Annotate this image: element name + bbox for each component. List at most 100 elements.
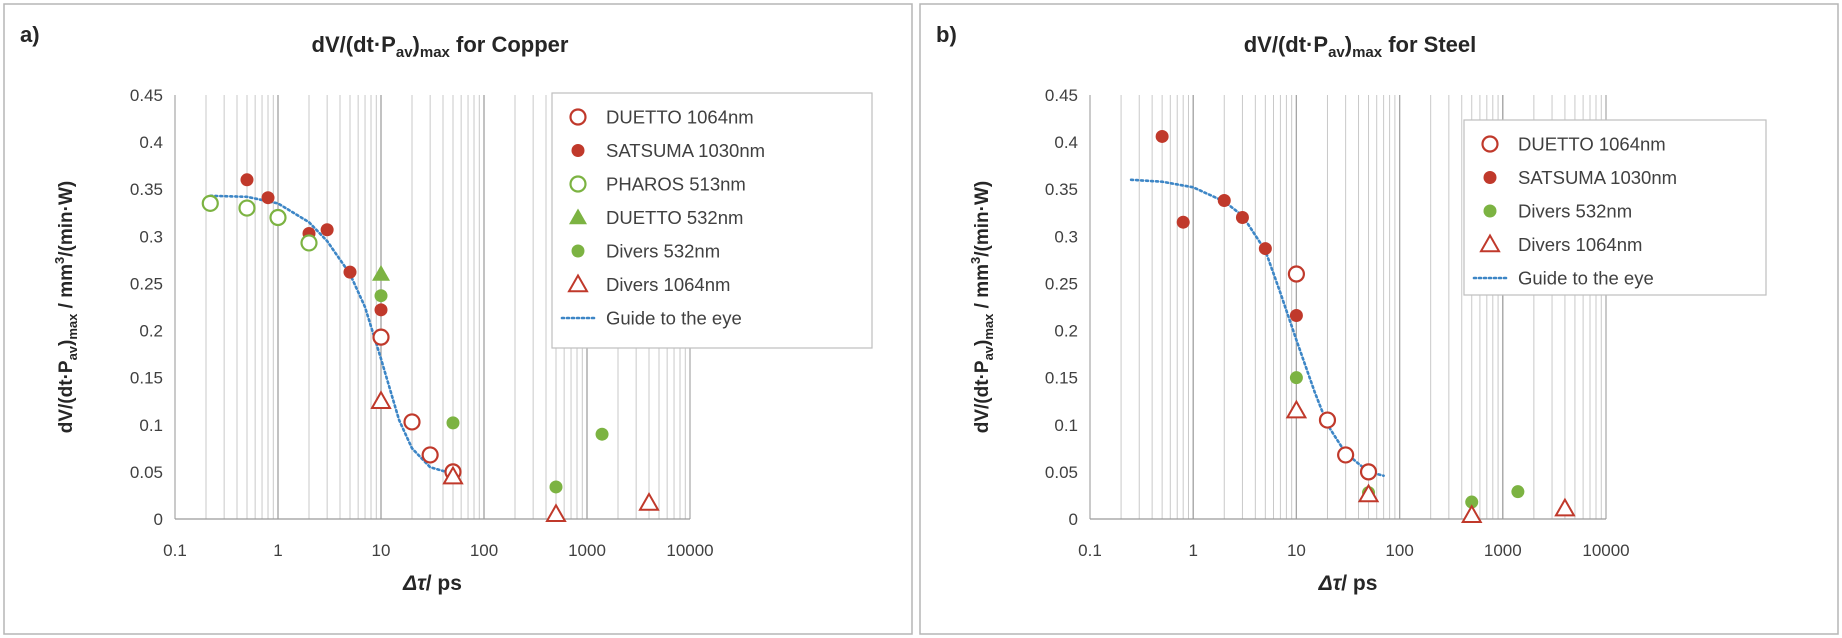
panel-label: a) bbox=[20, 22, 40, 47]
y-tick-label: 0.45 bbox=[1045, 86, 1078, 105]
title-sub: max bbox=[1352, 44, 1383, 61]
grid bbox=[1089, 95, 1607, 519]
legend-marker bbox=[1483, 171, 1497, 184]
legend-label: Divers 1064nm bbox=[1518, 234, 1642, 255]
data-point bbox=[372, 265, 390, 281]
title-part: for Copper bbox=[450, 32, 569, 57]
y-tick-label: 0 bbox=[1069, 510, 1078, 529]
data-point bbox=[1511, 485, 1525, 499]
data-point bbox=[446, 416, 460, 430]
x-tick-label: 0.1 bbox=[1078, 541, 1102, 560]
x-tick-label: 100 bbox=[1385, 541, 1413, 560]
x-tick-label: 1000 bbox=[1484, 541, 1522, 560]
chart-panel-b: 0 0.05 0.1 0.15 0.2 0.25 0.3 0.35 0.4 0.45 0.1 1 10 1… bbox=[919, 3, 1839, 635]
data-point bbox=[1337, 446, 1355, 464]
x-tick-label: 100 bbox=[470, 541, 498, 560]
title-part: ) bbox=[1345, 32, 1352, 57]
ylabel-part: /(min·W) bbox=[56, 181, 77, 257]
legend-marker bbox=[571, 244, 585, 258]
data-point bbox=[1461, 504, 1483, 523]
ylabel-sup: 3 bbox=[52, 257, 67, 264]
legend-marker bbox=[567, 273, 589, 293]
x-tick-label: 1 bbox=[1188, 541, 1197, 560]
y-tick-label: 0.25 bbox=[1045, 274, 1078, 293]
title-sub: max bbox=[420, 44, 451, 61]
data-point bbox=[421, 446, 439, 464]
y-tick-label: 0.05 bbox=[1045, 463, 1078, 482]
series-divers-532nm bbox=[374, 289, 609, 494]
series-duetto-1064nm bbox=[372, 328, 462, 481]
data-point bbox=[1289, 371, 1303, 385]
panel-frame bbox=[919, 3, 1839, 635]
xlabel-symbol: Δτ bbox=[1318, 572, 1343, 595]
y-tick-label: 0.35 bbox=[1045, 180, 1078, 199]
data-point bbox=[442, 465, 464, 485]
data-point bbox=[374, 289, 388, 303]
y-axis-label: dV/(dt·Pav)max / mm3/(min·W) bbox=[968, 181, 996, 434]
series-duetto-532nm bbox=[372, 265, 390, 281]
data-point bbox=[1359, 463, 1378, 481]
legend-marker bbox=[571, 144, 585, 157]
legend-box bbox=[1463, 119, 1767, 296]
data-point bbox=[1554, 497, 1576, 517]
legend-marker bbox=[1479, 233, 1501, 253]
legend-label: DUETTO 1064nm bbox=[1518, 134, 1666, 155]
xlabel-part: / ps bbox=[426, 572, 462, 595]
xlabel-part: / ps bbox=[1341, 572, 1377, 595]
data-point bbox=[638, 491, 660, 511]
title-sub: av bbox=[1328, 44, 1345, 61]
data-point bbox=[320, 223, 334, 237]
legend-marker bbox=[1483, 204, 1497, 218]
chart-title: dV/(dt·Pav)max for Steel bbox=[1244, 32, 1477, 61]
data-point bbox=[374, 303, 388, 317]
x-axis-label: Δτ/ ps bbox=[1318, 572, 1378, 595]
ylabel-sub: av bbox=[65, 345, 80, 360]
series-divers-1064nm bbox=[1285, 399, 1576, 523]
data-point bbox=[403, 413, 421, 431]
y-tick-label: 0.1 bbox=[1054, 416, 1078, 435]
data-point bbox=[372, 328, 390, 346]
x-tick-label: 1 bbox=[273, 541, 282, 560]
x-axis-label: Δτ/ ps bbox=[402, 572, 462, 595]
ylabel-part: / mm bbox=[56, 264, 77, 314]
y-tick-label: 0.15 bbox=[130, 369, 163, 388]
data-point bbox=[240, 173, 254, 187]
legend-marker bbox=[1481, 135, 1499, 153]
data-point bbox=[370, 390, 392, 409]
series-duetto-1064nm bbox=[1287, 265, 1378, 481]
data-point bbox=[549, 480, 563, 494]
title-sub: av bbox=[396, 44, 413, 61]
y-tick-label: 0.3 bbox=[1054, 227, 1078, 246]
y-axis-label: dV/(dt·Pav)max / mm3/(min·W) bbox=[52, 181, 80, 434]
title-part: for Steel bbox=[1382, 32, 1476, 57]
legend-label: Divers 1064nm bbox=[606, 274, 730, 295]
y-tick-label: 0.2 bbox=[1054, 322, 1078, 341]
data-point bbox=[1235, 210, 1249, 224]
ylabel-part: / mm bbox=[972, 264, 993, 314]
y-tick-label: 0.3 bbox=[139, 227, 163, 246]
ylabel-part: dV/(dt·P bbox=[56, 360, 77, 433]
x-tick-label: 0.1 bbox=[163, 541, 187, 560]
legend-box bbox=[551, 92, 873, 349]
data-point bbox=[201, 194, 219, 212]
x-tick-label: 10000 bbox=[1582, 541, 1629, 560]
title-part: ) bbox=[413, 32, 420, 57]
series-pharos-513nm bbox=[201, 194, 318, 252]
legend-label: Divers 532nm bbox=[1518, 201, 1632, 222]
x-tick-label: 10000 bbox=[666, 541, 713, 560]
ylabel-part: dV/(dt·P bbox=[972, 360, 993, 433]
chart-title: dV/(dt·Pav)max for Copper bbox=[312, 32, 569, 61]
y-tick-label: 0.4 bbox=[139, 133, 163, 152]
legend: DUETTO 1064nm SATSUMA 1030nm PHAROS 513nm D… bbox=[551, 92, 873, 349]
data-point bbox=[1318, 411, 1337, 429]
y-tick-label: 0.2 bbox=[139, 322, 163, 341]
legend-marker bbox=[569, 175, 587, 193]
legend-label: SATSUMA 1030nm bbox=[606, 140, 765, 161]
data-point bbox=[269, 208, 287, 227]
ylabel-sub: max bbox=[981, 313, 996, 340]
legend-marker bbox=[569, 208, 587, 225]
legend-label: Guide to the eye bbox=[1518, 268, 1654, 289]
xlabel-symbol: Δτ bbox=[402, 572, 427, 595]
x-tick-label: 10 bbox=[1287, 541, 1306, 560]
